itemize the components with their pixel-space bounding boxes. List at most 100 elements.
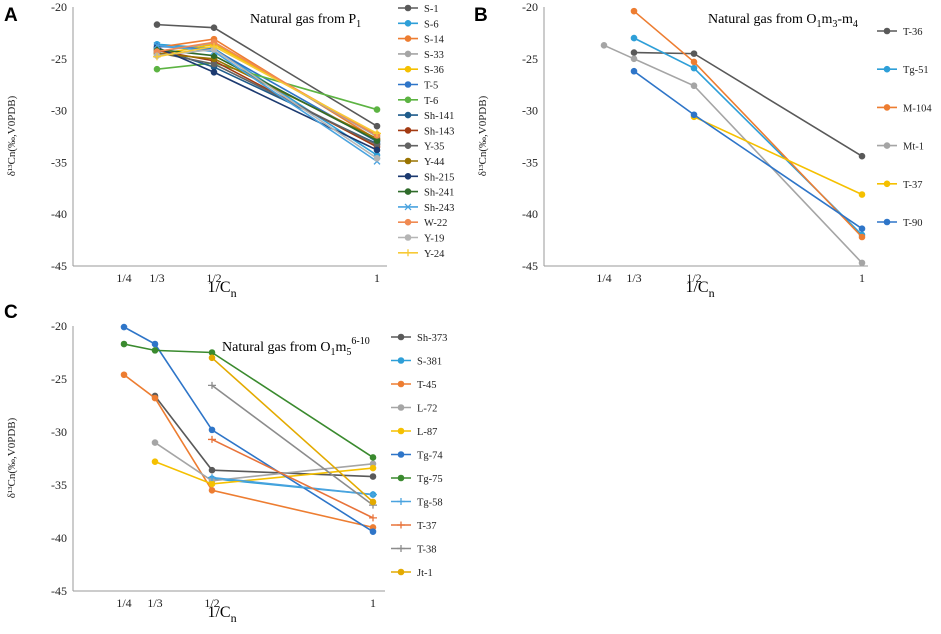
series-line <box>123 326 374 533</box>
legend-label: Mt-1 <box>903 142 924 153</box>
legend-marker <box>397 451 405 458</box>
data-point <box>373 146 381 154</box>
data-point <box>369 514 377 522</box>
series-line <box>156 46 378 151</box>
legend-entry: S-36 <box>398 65 444 76</box>
series-Tg-74 <box>120 323 377 535</box>
series-line <box>211 438 374 519</box>
x-tick-label: 1/2 <box>204 596 219 610</box>
legend-marker <box>404 173 412 180</box>
data-point <box>120 371 128 379</box>
chart-title-b: Natural gas from O1m3-m4 <box>708 12 858 30</box>
axes-c: -20 -25 -30 -35 -40 -45 1/4 1/3 1/2 1 δ¹³Cn(‰,V0PD… <box>6 319 385 625</box>
legend-label: Sh-243 <box>424 203 454 214</box>
legend-marker <box>404 218 412 226</box>
legend-marker <box>883 27 891 35</box>
legend-marker <box>883 142 891 149</box>
legend-marker <box>883 218 891 226</box>
legend-marker <box>404 4 412 12</box>
series-line <box>603 44 863 264</box>
series-line <box>123 343 374 459</box>
data-point <box>373 129 381 137</box>
legend-label: S-33 <box>424 50 444 61</box>
legend-label: Tg-58 <box>417 498 443 509</box>
y-tick-label: -35 <box>51 155 67 169</box>
legend-entry: Sh-241 <box>398 188 454 199</box>
series-Tg-75 <box>120 340 377 461</box>
legend-marker <box>397 404 405 411</box>
y-tick-label: -20 <box>51 319 67 333</box>
legend-marker <box>404 127 412 134</box>
legend-entry: Sh-243 <box>398 203 454 214</box>
legend-marker <box>404 65 412 73</box>
data-point <box>858 191 866 198</box>
x-axis-label-sub: n <box>231 286 237 300</box>
y-tick-label: -35 <box>51 478 67 492</box>
series-line <box>123 374 374 529</box>
y-axis-label-c: δ¹³Cn(‰,V0PDB) <box>6 417 18 498</box>
data-point <box>369 491 377 499</box>
data-point <box>369 454 377 461</box>
legend-label: Sh-141 <box>424 111 454 122</box>
legend-entry: Y-35 <box>398 142 444 153</box>
data-point <box>858 152 866 160</box>
data-point <box>369 464 377 472</box>
legend-marker <box>397 521 405 529</box>
y-axis-label-b: δ¹³Cn(‰,V0PDB) <box>477 95 489 176</box>
legend-marker <box>397 380 405 388</box>
series-T-45 <box>120 371 377 531</box>
x-tick-label: 1/3 <box>626 271 641 285</box>
legend-label: T-5 <box>424 81 438 92</box>
data-point <box>373 122 381 130</box>
data-point <box>210 68 218 76</box>
legend-entry: S-381 <box>391 357 442 368</box>
legend-marker <box>397 498 405 505</box>
legend-label: Sh-373 <box>417 333 447 344</box>
x-tick-label: 1/4 <box>596 271 611 285</box>
chart-title-c: Natural gas from O1m56-10 <box>222 336 370 358</box>
axes-a: -20 -25 -30 -35 -40 -45 1/4 1/3 1/2 1 δ¹³Cn(‰,V0PD… <box>6 0 387 300</box>
x-tick-label: 1/2 <box>206 271 221 285</box>
y-tick-label: -25 <box>51 372 67 386</box>
y-tick-label: -25 <box>522 52 538 66</box>
legend-a: S-1 S-6 S-14 S-33 S-36 T-5 T-6 Sh-141 Sh-143 Y-35… <box>398 4 454 260</box>
x-tick-label: 1 <box>370 596 376 610</box>
legend-marker <box>404 35 412 42</box>
legend-entry: S-6 <box>398 19 439 30</box>
legend-marker <box>404 50 412 58</box>
legend-label: Tg-74 <box>417 451 443 462</box>
data-point <box>208 435 216 443</box>
legend-marker <box>397 427 405 435</box>
data-point <box>120 340 128 348</box>
data-point <box>630 55 638 63</box>
legend-marker <box>404 203 412 211</box>
title-text: Natural gas from P <box>250 12 356 27</box>
data-point <box>369 528 377 535</box>
legend-marker <box>883 180 891 188</box>
data-point <box>208 381 216 389</box>
data-point <box>208 426 216 434</box>
title-text: m <box>335 340 346 355</box>
x-axis-label-main: 1/C <box>207 279 230 296</box>
data-point <box>690 58 698 66</box>
legend-label: Y-44 <box>424 157 445 168</box>
panel-letter-b: B <box>474 5 488 26</box>
marks-a <box>153 21 381 165</box>
legend-label: M-104 <box>903 103 932 114</box>
legend-entry: Y-24 <box>398 249 445 260</box>
data-point <box>153 65 161 73</box>
legend-entry: T-5 <box>398 81 438 92</box>
data-point <box>151 394 159 402</box>
legend-entry: W-22 <box>398 218 447 229</box>
data-point <box>373 154 381 162</box>
legend-label: T-6 <box>424 96 438 107</box>
legend-label: S-14 <box>424 35 445 46</box>
legend-entry: Jt-1 <box>391 568 433 579</box>
y-axis-label-a: δ¹³Cn(‰,V0PDB) <box>6 95 18 176</box>
legend-marker <box>404 234 412 241</box>
legend-label: W-22 <box>424 218 447 229</box>
title-sub: 1 <box>330 347 335 358</box>
data-point <box>151 458 159 465</box>
panel-letter-c: C <box>4 302 18 323</box>
legend-label: Tg-75 <box>417 474 443 485</box>
